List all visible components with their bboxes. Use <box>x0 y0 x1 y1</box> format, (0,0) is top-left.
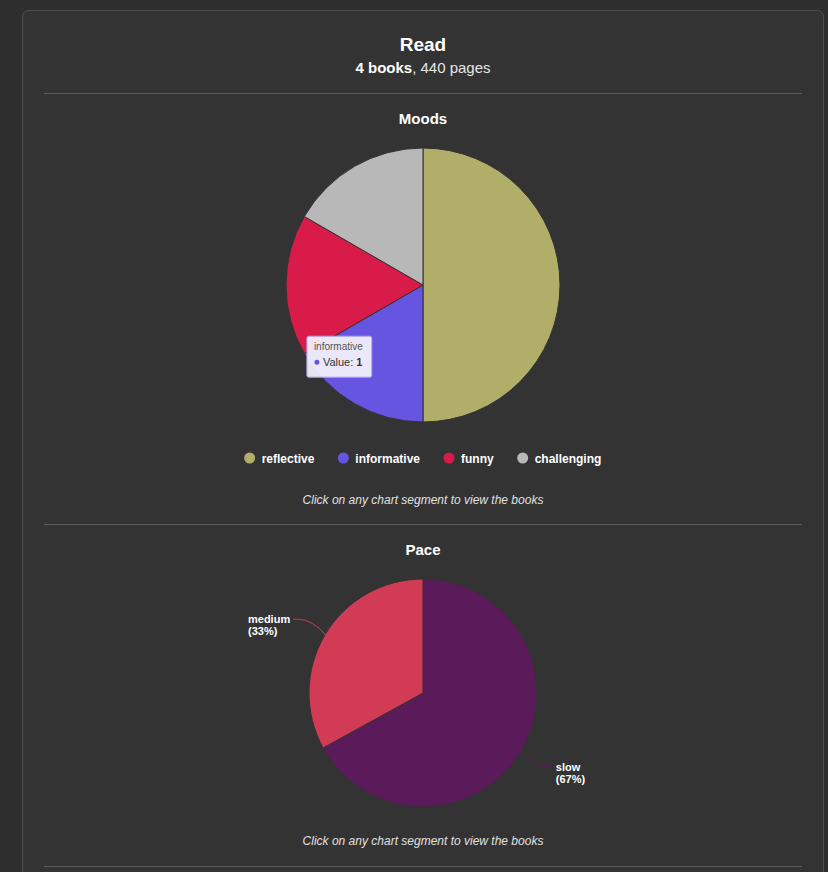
page: Read 4 books, 440 pages Moods reflective inf… <box>0 0 828 872</box>
chart-title: Moods <box>399 110 447 127</box>
slice-label: medium <box>248 613 290 625</box>
pie-slice[interactable] <box>423 148 560 422</box>
subtitle: 4 books, 440 pages <box>355 59 490 76</box>
pie-slice[interactable] <box>309 579 423 748</box>
pie <box>309 579 537 807</box>
panel <box>23 11 824 872</box>
label-leader <box>293 619 326 636</box>
pie <box>286 148 560 422</box>
tooltip-label: Value: <box>323 356 353 368</box>
tooltip-value: Value:1 <box>323 356 363 368</box>
divider <box>44 524 802 525</box>
legend-swatch <box>517 453 528 464</box>
tooltip: informative Value:1 <box>307 336 372 377</box>
label-leader <box>519 750 552 767</box>
legend-label[interactable]: informative <box>355 452 420 466</box>
legend-label[interactable]: challenging <box>535 452 602 466</box>
tooltip-number: 1 <box>356 356 362 368</box>
book-count: 4 books <box>355 59 412 76</box>
tooltip-box <box>307 336 372 377</box>
divider <box>44 866 802 867</box>
tooltip-title: informative <box>314 341 363 352</box>
tooltip-dot <box>314 360 319 365</box>
annotation: Click on any chart segment to view the b… <box>303 834 544 848</box>
legend-swatch <box>338 453 349 464</box>
slice-label: slow <box>556 761 581 773</box>
legend: reflective informative funny challenging <box>244 452 601 466</box>
title: Read <box>400 34 446 55</box>
page-count: , 440 pages <box>412 59 490 76</box>
legend-swatch <box>244 453 255 464</box>
legend-swatch <box>444 453 455 464</box>
legend-label[interactable]: reflective <box>262 452 315 466</box>
divider <box>44 93 802 94</box>
chart-title: Pace <box>405 541 440 558</box>
annotation: Click on any chart segment to view the b… <box>303 493 544 507</box>
slice-value: (33%) <box>248 625 278 637</box>
slice-value: (67%) <box>556 773 586 785</box>
pie-slice[interactable] <box>304 148 423 285</box>
legend-label[interactable]: funny <box>461 452 494 466</box>
